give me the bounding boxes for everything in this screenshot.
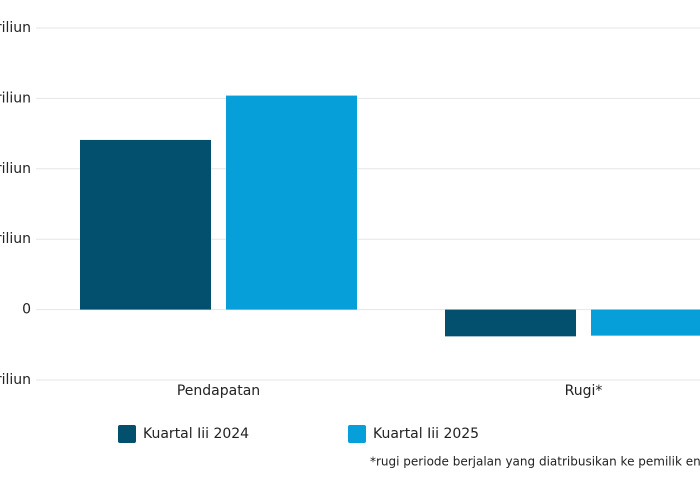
y-tick-label: riliun — [0, 20, 31, 36]
legend-swatch — [348, 425, 366, 443]
y-tick-label: riliun — [0, 161, 31, 177]
legend-label: Kuartal Iii 2024 — [143, 426, 249, 442]
footnote: *rugi periode berjalan yang diatribusika… — [370, 455, 700, 469]
x-tick-label: Rugi* — [565, 383, 603, 399]
bar — [445, 309, 576, 337]
legend-swatch — [118, 425, 136, 443]
y-tick-label: riliun — [0, 231, 31, 247]
x-tick-label: Pendapatan — [177, 383, 260, 399]
bar — [226, 95, 357, 310]
y-tick-label: 0 — [22, 302, 31, 318]
legend-label: Kuartal Iii 2025 — [373, 426, 479, 442]
bar — [591, 309, 700, 336]
bar — [80, 139, 211, 310]
y-tick-label: riliun — [0, 90, 31, 106]
y-tick-label: riliun — [0, 372, 31, 388]
